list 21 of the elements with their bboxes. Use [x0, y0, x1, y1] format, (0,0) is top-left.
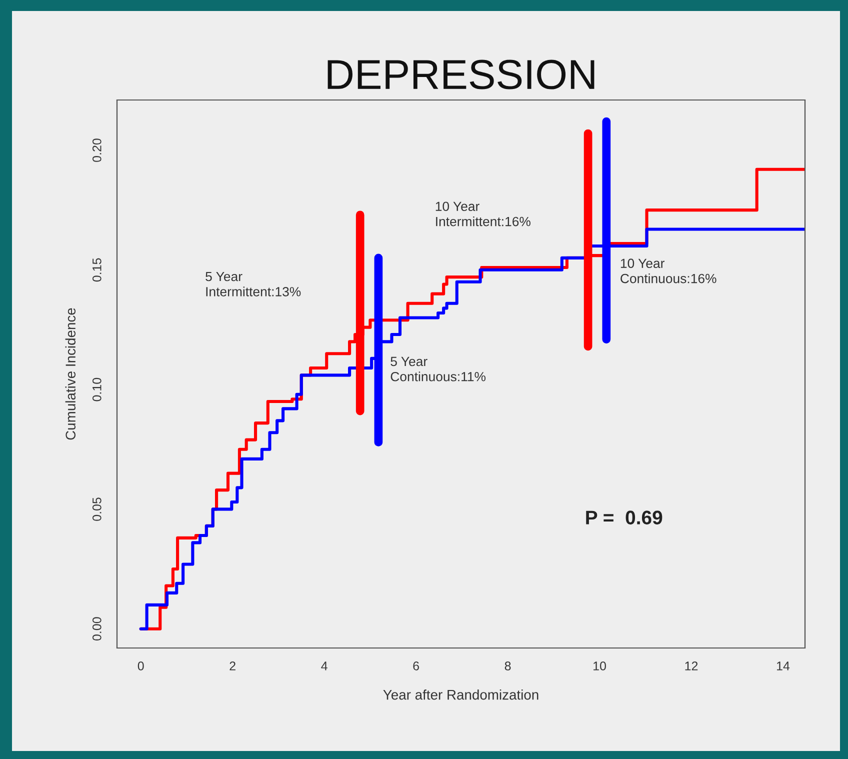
x-tick-label: 6	[413, 662, 419, 670]
y-tick-label: 0.20	[92, 138, 102, 162]
x-tick-label: 8	[504, 662, 511, 670]
y-tick-label: 0.10	[92, 378, 102, 402]
x-axis-title: Year after Randomization	[383, 690, 538, 700]
annotation: P = 0.69	[586, 510, 662, 524]
y-axis-title: Cumulative Incidence	[65, 308, 76, 440]
y-tick-label: 0.05	[92, 498, 102, 521]
annotation: 5 Year Continuous:11%	[390, 356, 486, 382]
annotation: 10 Year Continuous:16%	[620, 258, 716, 284]
x-tick-label: 12	[685, 662, 698, 670]
x-tick-label: 4	[321, 662, 328, 670]
y-tick-label: 0.15	[92, 258, 102, 282]
x-tick-label: 2	[230, 662, 236, 670]
annotation: 10 Year Intermittent:16%	[436, 202, 530, 226]
x-tick-label: 0	[138, 662, 144, 670]
chart-title: DEPRESSION	[328, 60, 594, 90]
x-tick-label: 14	[776, 662, 790, 670]
y-tick-label: 0.00	[92, 617, 102, 641]
x-tick-label: 10	[594, 662, 606, 670]
annotation: 5 Year Intermittent:13%	[206, 272, 301, 296]
